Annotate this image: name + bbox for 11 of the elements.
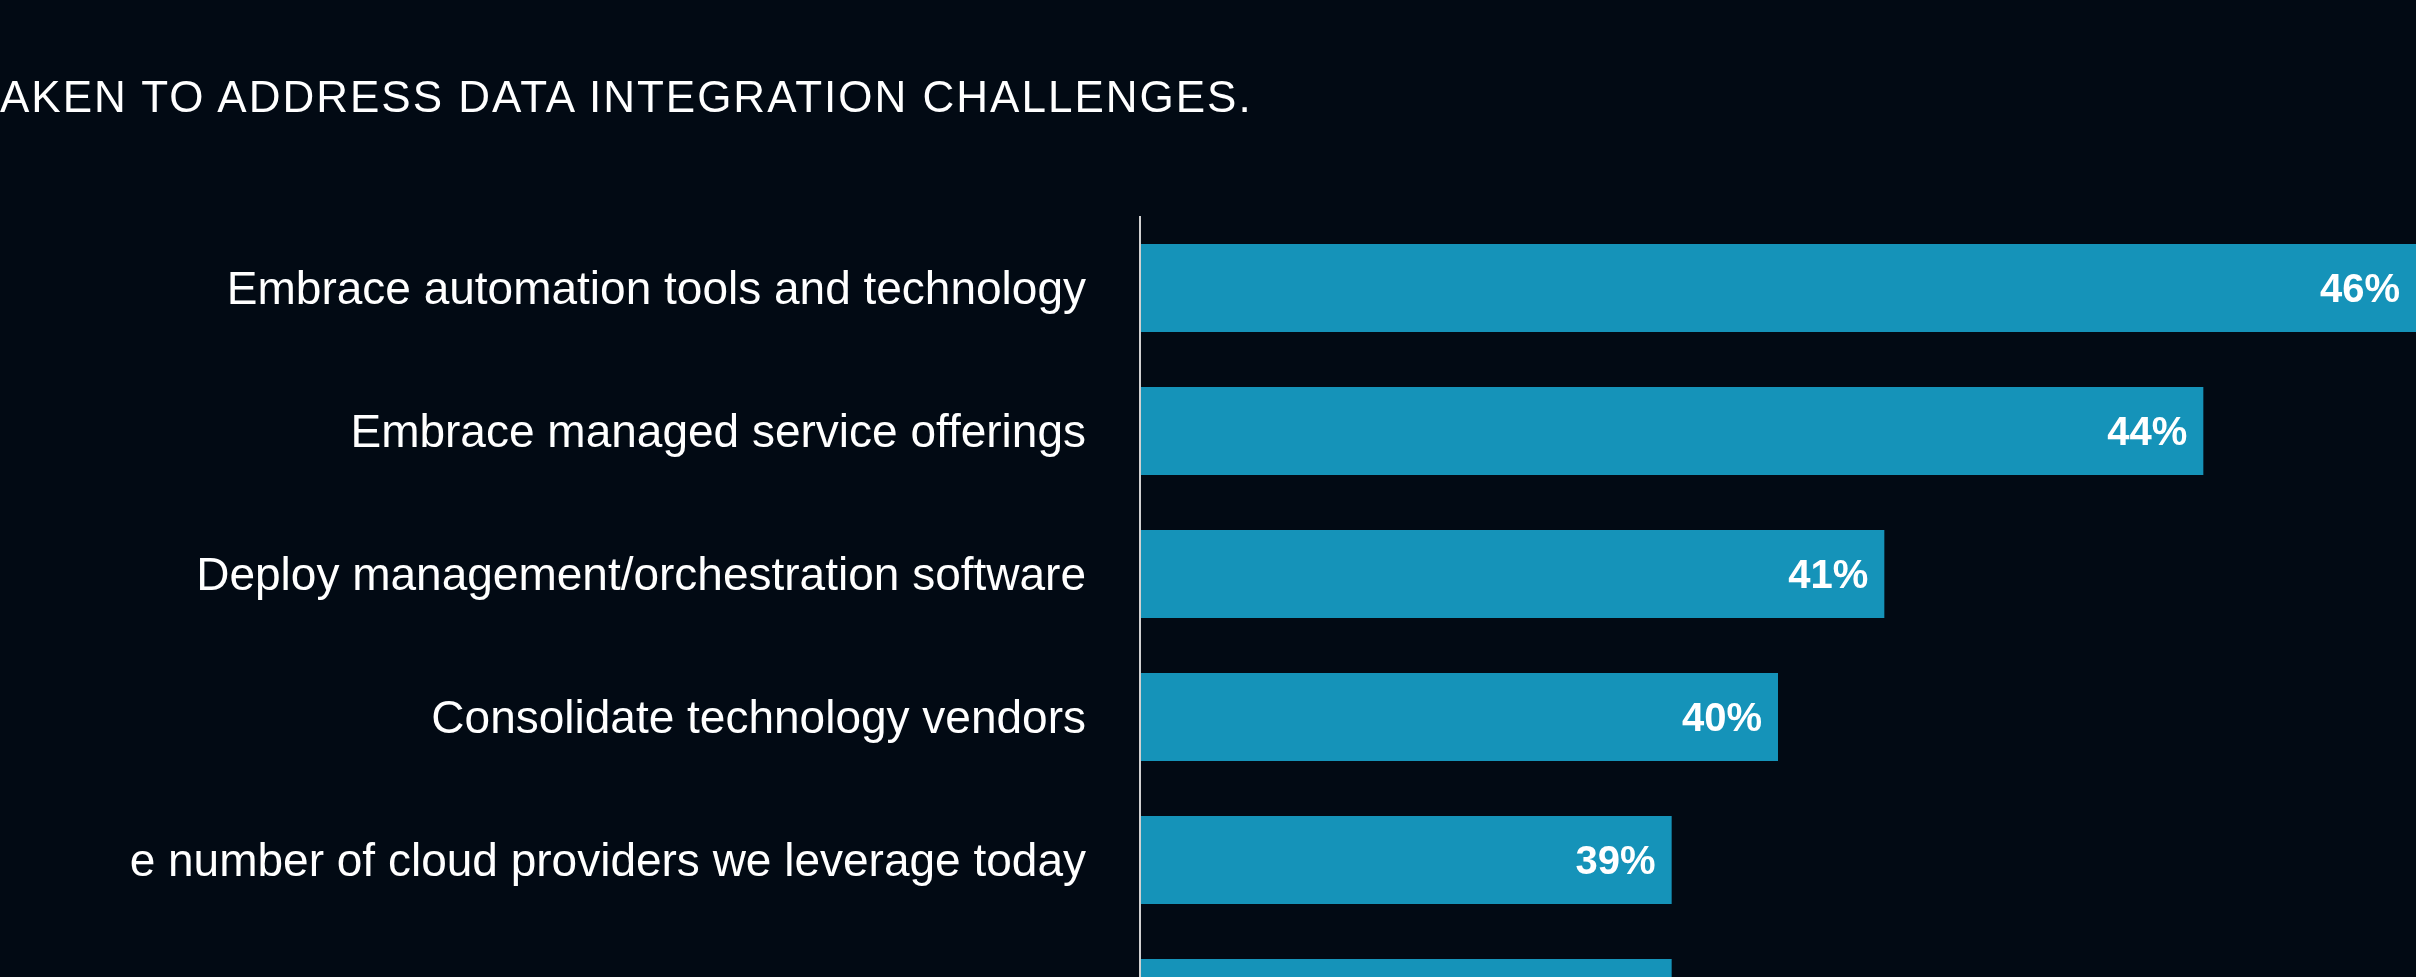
data-label: 40% [1681, 695, 1762, 739]
data-label: 41% [1788, 552, 1869, 596]
y-tick-label: Embrace automation tools and technology [226, 262, 1086, 315]
y-tick-label: Embrace managed service offerings [350, 405, 1086, 458]
data-label: 39% [1575, 838, 1656, 882]
text: AKEN TO ADDRESS DATA INTEGRATION CHALLENGES. [0, 72, 1253, 121]
y-tick-label: Deploy management/orchestration software [196, 548, 1086, 601]
y-tick-label: e number of cloud providers we leverage today [129, 834, 1086, 887]
data-label: 44% [2107, 409, 2188, 453]
y-tick-label: Consolidate technology vendors [431, 691, 1086, 744]
data-label: 46% [2319, 266, 2400, 310]
